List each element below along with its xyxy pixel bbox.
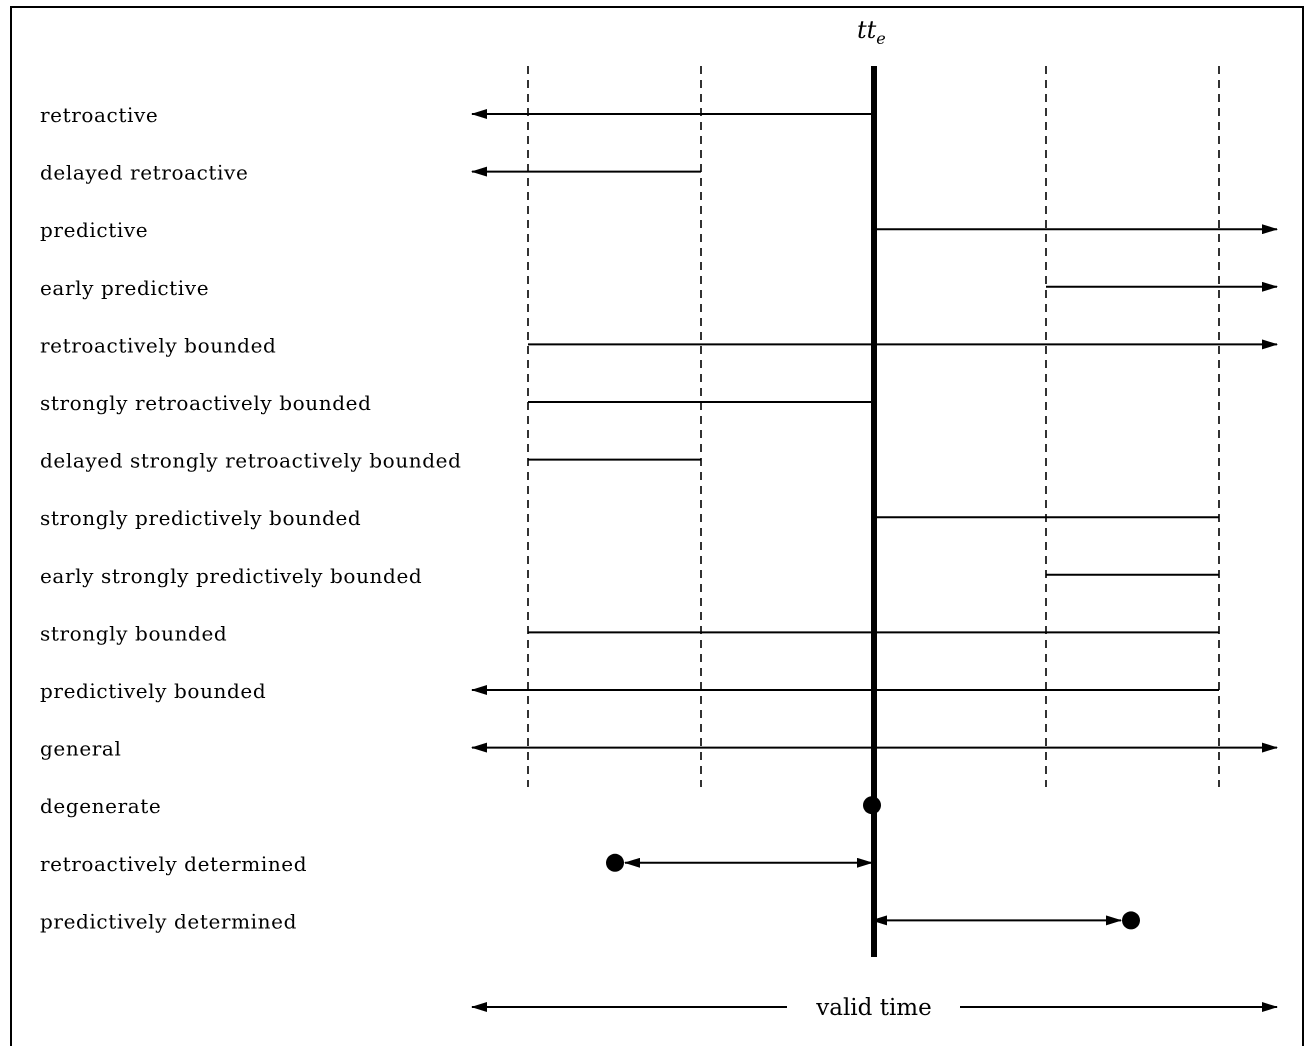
row-retroactively-determined: retroactively determined (40, 852, 873, 876)
row-label: strongly bounded (40, 621, 227, 645)
row-label: predictive (40, 218, 148, 242)
row-label: retroactively bounded (40, 333, 276, 357)
row-label: predictively determined (40, 909, 297, 933)
row-general: general (40, 737, 1278, 761)
reference-time-subscript: e (876, 29, 885, 48)
row-early-strongly-predictively-bounded: early strongly predictively bounded (40, 564, 1219, 588)
row-strongly-retroactively-bounded: strongly retroactively bounded (40, 391, 872, 415)
row-early-predictive: early predictive (40, 276, 1278, 300)
row-label: degenerate (40, 794, 161, 818)
row-label: early predictive (40, 276, 209, 300)
row-predictive: predictive (40, 218, 1278, 242)
row-strongly-predictively-bounded: strongly predictively bounded (40, 506, 1219, 530)
row-predictively-bounded: predictively bounded (40, 679, 1219, 703)
row-label: strongly retroactively bounded (40, 391, 371, 415)
row-retroactively-bounded: retroactively bounded (40, 333, 1278, 357)
row-label: retroactive (40, 103, 158, 127)
row-predictively-determined: predictively determined (40, 909, 1140, 933)
endpoint-dot (606, 853, 624, 872)
row-label: early strongly predictively bounded (40, 564, 422, 588)
row-label: retroactively determined (40, 852, 307, 876)
valid-time-axis: valid time (471, 995, 1278, 1021)
figure-frame (10, 6, 1304, 1046)
reference-time-main: tt (857, 16, 877, 44)
row-label: strongly predictively bounded (40, 506, 361, 530)
axis-label: valid time (815, 995, 931, 1021)
row-group: retroactive delayed retroactive predictive… (40, 103, 1278, 933)
row-label: delayed retroactive (40, 161, 248, 185)
endpoint-dot (863, 796, 881, 815)
row-delayed-retroactive: delayed retroactive (40, 161, 701, 185)
row-strongly-bounded: strongly bounded (40, 621, 1219, 645)
row-retroactive: retroactive (40, 103, 872, 127)
row-label: delayed strongly retroactively bounded (40, 449, 462, 473)
row-label: predictively bounded (40, 679, 266, 703)
reference-time-label: tte (857, 16, 886, 48)
endpoint-dot (1122, 911, 1140, 930)
row-label: general (40, 737, 121, 761)
row-degenerate: degenerate (40, 794, 881, 818)
row-delayed-strongly-retroactively-bounded: delayed strongly retroactively bounded (40, 449, 701, 473)
